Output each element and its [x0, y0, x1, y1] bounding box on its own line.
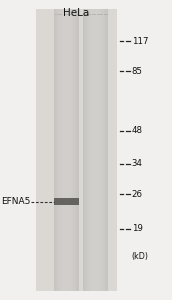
Bar: [71, 9, 72, 291]
Bar: [87, 9, 88, 291]
Bar: [107, 9, 108, 291]
Bar: [67, 9, 68, 291]
Bar: [61, 9, 62, 291]
Bar: [76, 9, 77, 291]
Bar: [73, 9, 74, 291]
Bar: [59, 9, 60, 291]
Bar: [85, 9, 86, 291]
Bar: [77, 9, 78, 291]
Bar: [68, 9, 69, 291]
Text: 26: 26: [132, 190, 143, 199]
Text: 85: 85: [132, 67, 143, 76]
Bar: [90, 9, 91, 291]
Bar: [93, 9, 94, 291]
Bar: [59, 9, 60, 291]
Bar: [95, 9, 96, 291]
Bar: [102, 9, 103, 291]
Bar: [92, 9, 93, 291]
Bar: [104, 9, 105, 291]
Bar: [99, 9, 100, 291]
Bar: [66, 9, 67, 291]
Text: 34: 34: [132, 159, 143, 168]
Bar: [92, 9, 93, 291]
Text: 48: 48: [132, 126, 143, 135]
Bar: [85, 9, 86, 291]
Bar: [62, 9, 63, 291]
Bar: [84, 9, 85, 291]
Bar: [62, 9, 63, 291]
Bar: [96, 9, 97, 291]
Bar: [57, 9, 58, 291]
Bar: [100, 9, 101, 291]
Bar: [106, 9, 107, 291]
Bar: [97, 9, 98, 291]
Bar: [87, 9, 88, 291]
Bar: [77, 9, 78, 291]
Bar: [55, 9, 56, 291]
Bar: [100, 9, 101, 291]
Bar: [89, 9, 90, 291]
Bar: [65, 9, 66, 291]
Bar: [105, 9, 106, 291]
Bar: [78, 9, 79, 291]
Bar: [88, 9, 89, 291]
Bar: [58, 9, 59, 291]
Bar: [57, 9, 58, 291]
Text: 19: 19: [132, 224, 142, 233]
Bar: [91, 9, 92, 291]
Bar: [72, 9, 73, 291]
Bar: [72, 9, 73, 291]
Bar: [75, 9, 76, 291]
Bar: [60, 9, 61, 291]
Text: (kD): (kD): [132, 252, 149, 261]
Bar: [54, 198, 79, 205]
Bar: [97, 9, 98, 291]
Bar: [83, 9, 84, 291]
Bar: [54, 9, 55, 291]
Bar: [101, 9, 102, 291]
Bar: [98, 9, 99, 291]
Bar: [36, 9, 117, 291]
Bar: [105, 9, 106, 291]
Bar: [64, 9, 65, 291]
Bar: [90, 9, 91, 291]
Bar: [70, 9, 71, 291]
Bar: [95, 9, 96, 291]
Bar: [56, 9, 57, 291]
Bar: [94, 9, 95, 291]
Bar: [107, 9, 108, 291]
Bar: [54, 9, 55, 291]
Text: HeLa: HeLa: [63, 8, 89, 17]
Text: EFNA5: EFNA5: [1, 197, 30, 206]
Bar: [74, 9, 75, 291]
Bar: [86, 9, 87, 291]
Bar: [63, 9, 64, 291]
Bar: [79, 9, 83, 291]
Bar: [69, 9, 70, 291]
Bar: [67, 9, 68, 291]
Text: 117: 117: [132, 37, 148, 46]
Bar: [102, 9, 103, 291]
Bar: [103, 9, 104, 291]
